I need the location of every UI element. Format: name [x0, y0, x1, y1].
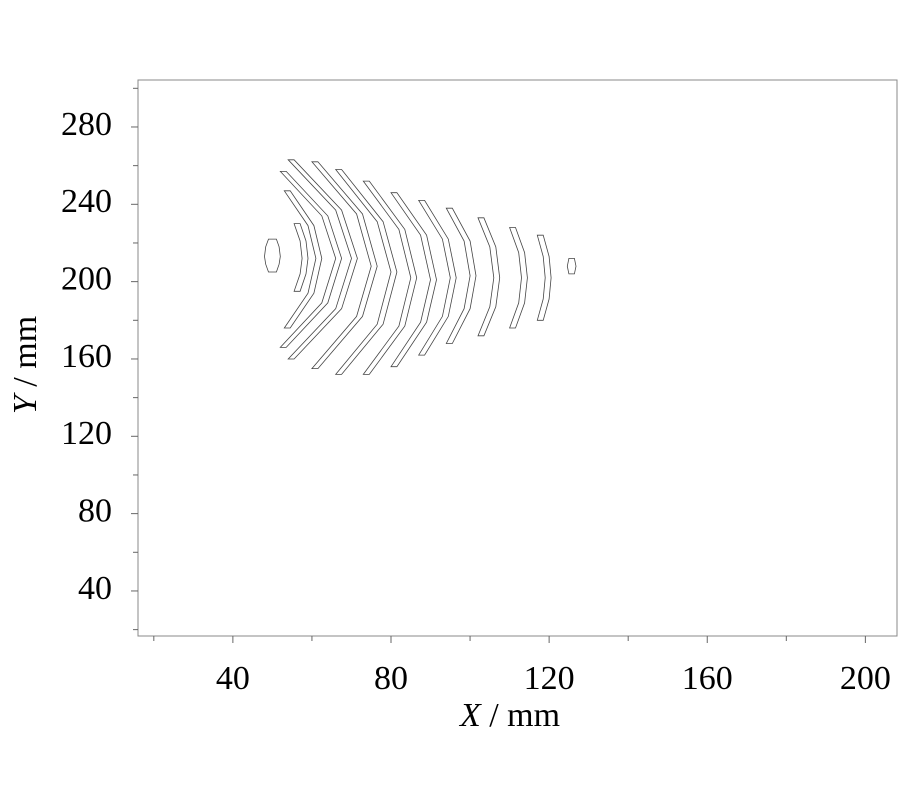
y-tick-label: 240 [61, 183, 112, 220]
y-tick-label: 40 [78, 570, 112, 607]
y-tick-label: 280 [61, 106, 112, 143]
plot-frame [137, 79, 898, 637]
contour-line [264, 238, 281, 273]
y-tick-label: 200 [61, 260, 112, 297]
contour-line [566, 258, 577, 275]
contour-line [283, 190, 323, 329]
x-axis-label: X / mm [458, 697, 560, 734]
contour-line [293, 223, 309, 292]
contour-line [536, 234, 552, 321]
contour-line [287, 159, 358, 360]
x-label-symbol: X [458, 697, 482, 734]
contour-line [417, 200, 457, 356]
y-tick-label: 80 [78, 492, 112, 529]
x-tick-label: 160 [682, 660, 733, 697]
contour-line [311, 161, 378, 369]
x-tick-label: 200 [840, 660, 891, 697]
contour-line [477, 217, 501, 337]
contour-line [362, 180, 418, 375]
contour-line [390, 192, 437, 368]
x-tick-label: 80 [374, 660, 408, 697]
x-tick-label: 120 [524, 660, 575, 697]
contour-line [334, 169, 398, 375]
contour-line [279, 171, 343, 348]
x-label-unit: / mm [481, 697, 560, 734]
y-tick-label: 160 [61, 338, 112, 375]
y-axis-label: Y / mm [7, 316, 44, 414]
x-tick-label: 40 [216, 660, 250, 697]
y-tick-label: 120 [61, 415, 112, 452]
contour-line [445, 207, 477, 344]
contour-line [509, 227, 528, 329]
y-label-unit: / mm [7, 316, 44, 395]
y-label-symbol: Y [7, 392, 44, 414]
